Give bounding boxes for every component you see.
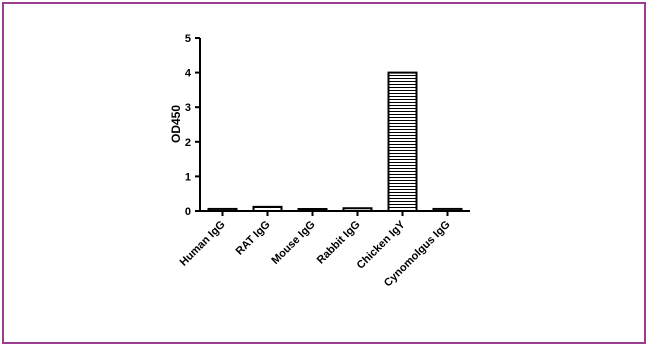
y-tick-label: 1 bbox=[185, 171, 191, 183]
bar bbox=[387, 71, 418, 212]
figure-frame bbox=[2, 2, 646, 344]
bar bbox=[342, 207, 373, 212]
bar bbox=[252, 205, 283, 213]
bar bbox=[432, 207, 463, 212]
y-tick-label: 2 bbox=[185, 137, 191, 149]
y-tick-label: 4 bbox=[185, 68, 192, 80]
y-tick-label: 0 bbox=[185, 206, 191, 218]
y-axis-title: OD450 bbox=[169, 105, 183, 143]
bar bbox=[297, 208, 328, 212]
bar bbox=[207, 207, 238, 212]
y-tick-label: 5 bbox=[185, 33, 191, 45]
x-tick-label: RAT IgG bbox=[234, 219, 273, 258]
x-tick-label: Mouse IgG bbox=[269, 219, 317, 267]
x-tick-label: Human IgG bbox=[178, 219, 228, 269]
x-tick-label: Rabbit IgG bbox=[315, 219, 363, 267]
y-tick-label: 3 bbox=[185, 102, 191, 114]
